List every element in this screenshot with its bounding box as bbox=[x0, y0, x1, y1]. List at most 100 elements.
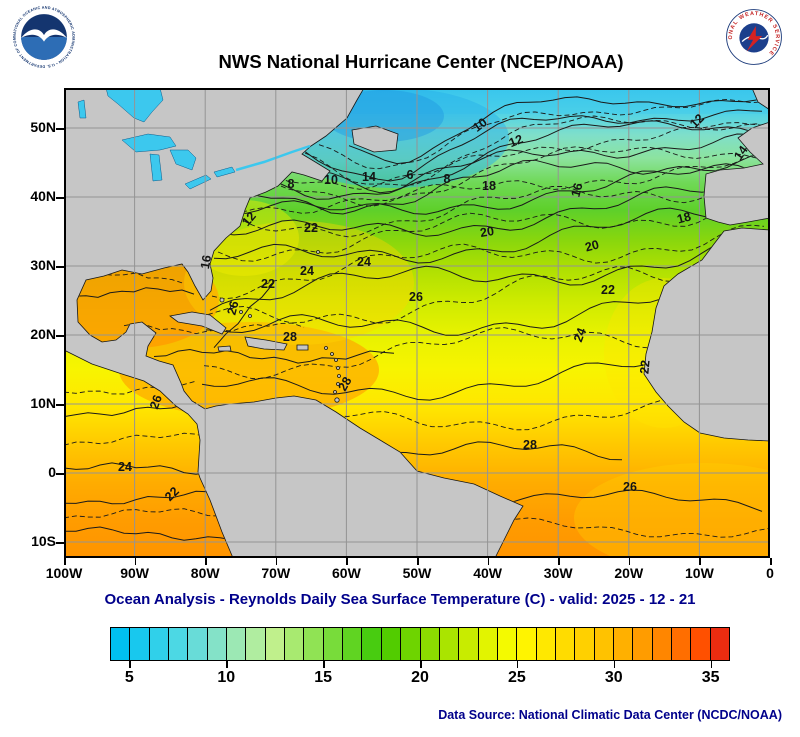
isotherm-line bbox=[211, 224, 765, 300]
lon-tick-label: 0 bbox=[766, 565, 774, 581]
colorbar-segment bbox=[284, 628, 304, 660]
isotherm-line bbox=[75, 272, 185, 284]
lake-winnipeg bbox=[77, 99, 87, 119]
lon-tick-mark bbox=[487, 558, 490, 565]
isotherm-line bbox=[64, 490, 221, 505]
lon-tick-label: 40W bbox=[473, 565, 502, 581]
isotherm-value-label: 28 bbox=[523, 438, 537, 452]
colorbar-tick-mark bbox=[420, 661, 422, 668]
colorbar-segment bbox=[206, 628, 227, 660]
lakes bbox=[77, 88, 311, 190]
isotherm-value-label: 26 bbox=[409, 290, 423, 304]
colorbar-segment bbox=[632, 628, 652, 660]
isotherm-value-label: 22 bbox=[304, 221, 318, 235]
colorbar-segment bbox=[148, 628, 169, 660]
isotherm-contours bbox=[64, 95, 770, 541]
colorbar-segment bbox=[400, 628, 420, 660]
data-source-footer: Data Source: National Climatic Data Cent… bbox=[438, 708, 782, 722]
isotherm-value-label: 22 bbox=[637, 359, 652, 374]
isotherm-line bbox=[207, 266, 761, 324]
isotherm-line bbox=[123, 322, 305, 335]
isotherm-value-label: 8 bbox=[288, 177, 295, 191]
isotherm-line bbox=[153, 348, 395, 364]
map-border bbox=[64, 88, 770, 558]
lat-tick-label: 10N bbox=[30, 395, 56, 411]
colorbar-segment bbox=[168, 628, 188, 660]
isotherm-line bbox=[263, 123, 769, 190]
isotherm-line bbox=[281, 115, 763, 186]
colorbar-segment bbox=[129, 628, 149, 660]
colorbar-tick-mark bbox=[710, 661, 713, 668]
lon-tick-label: 100W bbox=[45, 565, 83, 581]
colorbar-segment bbox=[322, 628, 343, 660]
nws-logo: NATIONAL WEATHER SERVICE bbox=[722, 5, 782, 65]
colorbar-segment bbox=[516, 628, 536, 660]
lon-tick-mark bbox=[64, 558, 66, 565]
isotherm-value-label: 20 bbox=[583, 237, 600, 254]
colorbar-segment bbox=[496, 628, 517, 660]
noaa-emblem-sea bbox=[21, 37, 67, 60]
isotherm-value-label: 14 bbox=[731, 143, 750, 162]
lon-tick-mark bbox=[417, 558, 419, 565]
lake-erie bbox=[184, 174, 212, 190]
lon-tick-label: 80W bbox=[190, 565, 220, 581]
lat-tick-label: 50N bbox=[30, 119, 56, 135]
colorbar-segment bbox=[303, 628, 323, 660]
lon-tick-mark bbox=[770, 558, 772, 565]
colorbar-segment bbox=[226, 628, 246, 660]
colorbar-tick-mark bbox=[226, 661, 228, 668]
colorbar bbox=[110, 627, 730, 661]
lon-tick-mark bbox=[628, 558, 631, 565]
isotherm-line bbox=[413, 489, 763, 512]
lon-tick-label: 90W bbox=[120, 565, 149, 581]
colorbar-tick-mark bbox=[613, 661, 616, 668]
lat-tick-label: 40N bbox=[30, 188, 56, 204]
lat-tick-mark bbox=[56, 197, 64, 199]
colorbar-segment bbox=[535, 628, 555, 660]
colorbar-tick-mark bbox=[129, 661, 131, 668]
isotherm-value-label: 28 bbox=[283, 330, 297, 344]
isotherm-value-label: 26 bbox=[623, 480, 637, 494]
isotherm-line bbox=[64, 432, 209, 446]
isotherm-value-label: 24 bbox=[300, 264, 314, 278]
lon-tick-label: 50W bbox=[402, 565, 432, 581]
colorbar-tick-label: 20 bbox=[411, 669, 429, 686]
isotherm-line bbox=[256, 133, 762, 200]
isotherm-line bbox=[251, 146, 769, 207]
colorbar-tick-label: 30 bbox=[604, 669, 623, 686]
colorbar-segment bbox=[612, 628, 633, 660]
lat-tick-mark bbox=[56, 473, 64, 475]
colorbar-segment bbox=[264, 628, 285, 660]
lon-tick-mark bbox=[275, 558, 278, 565]
isotherm-line bbox=[241, 152, 770, 214]
isotherm-value-label: 16 bbox=[568, 181, 585, 198]
lon-tick-mark bbox=[699, 558, 701, 565]
isotherm-line bbox=[64, 380, 197, 395]
lake-michigan bbox=[149, 153, 163, 182]
colorbar-segment bbox=[438, 628, 459, 660]
isotherm-value-label: 24 bbox=[357, 255, 371, 269]
isotherm-value-label: 12 bbox=[507, 132, 525, 150]
lat-tick-mark bbox=[56, 404, 64, 406]
colorbar-segment bbox=[690, 628, 710, 660]
colorbar-segment bbox=[670, 628, 691, 660]
isotherm-value-label: 8 bbox=[444, 172, 451, 186]
colorbar-segment bbox=[187, 628, 207, 660]
lat-tick-label: 10S bbox=[31, 533, 56, 549]
lat-tick-label: 30N bbox=[30, 257, 56, 273]
colorbar-segment bbox=[380, 628, 401, 660]
isotherm-line bbox=[209, 238, 763, 311]
lon-tick-label: 60W bbox=[331, 565, 361, 581]
page-title: NWS National Hurricane Center (NCEP/NOAA… bbox=[218, 51, 624, 72]
isotherm-value-label: 22 bbox=[601, 283, 615, 297]
lat-tick-mark bbox=[56, 335, 64, 337]
colorbar-segment bbox=[458, 628, 478, 660]
lon-tick-mark bbox=[346, 558, 348, 565]
isotherm-line bbox=[246, 153, 764, 215]
colorbar-segment bbox=[593, 628, 613, 660]
isotherm-line bbox=[443, 517, 769, 538]
isotherm-line bbox=[64, 508, 233, 519]
isotherm-value-label: 22 bbox=[261, 277, 275, 291]
